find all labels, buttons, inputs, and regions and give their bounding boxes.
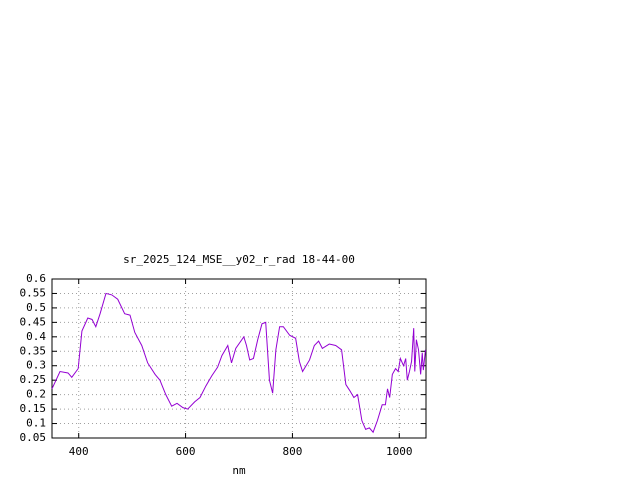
x-tick-label: 600 bbox=[176, 445, 196, 458]
y-tick-label: 0.25 bbox=[20, 373, 47, 386]
y-tick-label: 0.15 bbox=[20, 402, 47, 415]
y-tick-label: 0.3 bbox=[26, 359, 46, 372]
plot-border bbox=[51, 278, 427, 439]
y-tick-label: 0.05 bbox=[20, 431, 47, 444]
chart-title: sr_2025_124_MSE__y02_r_rad 18-44-00 bbox=[123, 253, 355, 266]
y-tick-label: 0.55 bbox=[20, 286, 47, 299]
data-line bbox=[51, 292, 426, 434]
x-tick-label: 800 bbox=[282, 445, 302, 458]
y-tick-label: 0.35 bbox=[20, 344, 47, 357]
y-tick-label: 0.2 bbox=[26, 388, 46, 401]
y-tick-label: 0.4 bbox=[26, 330, 46, 343]
y-tick-label: 0.6 bbox=[26, 272, 46, 285]
x-tick-label: 400 bbox=[69, 445, 89, 458]
y-tick-label: 0.5 bbox=[26, 301, 46, 314]
x-axis-label: nm bbox=[232, 464, 246, 477]
x-tick-label: 1000 bbox=[386, 445, 413, 458]
y-tick-label: 0.1 bbox=[26, 417, 46, 430]
y-tick-label: 0.45 bbox=[20, 315, 47, 328]
